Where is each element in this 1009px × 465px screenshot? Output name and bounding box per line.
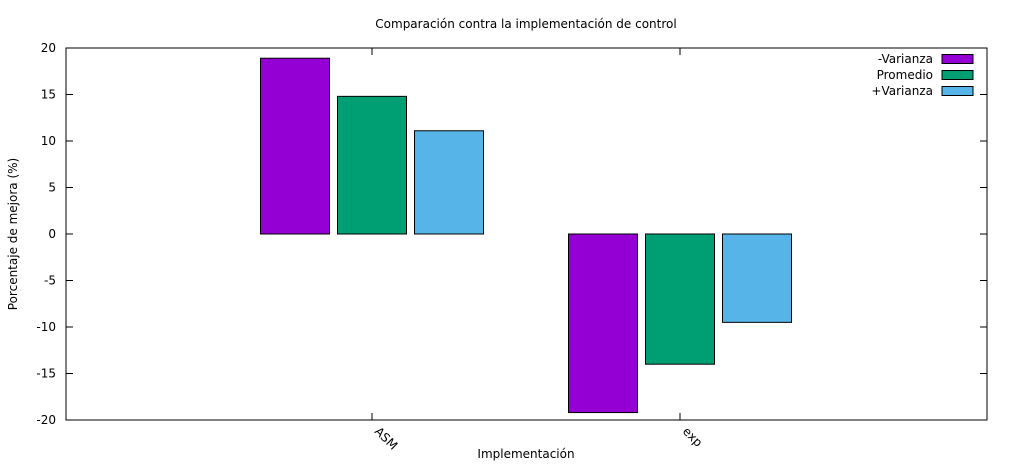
legend-label: +Varianza	[871, 84, 933, 98]
bar-asm-series-0	[260, 57, 330, 235]
x-tick-label: ASM	[372, 424, 400, 452]
y-tick-label: 0	[48, 227, 56, 241]
legend-label: -Varianza	[878, 52, 933, 66]
y-tick-label: -10	[36, 320, 56, 334]
bar-exp-series-2	[722, 233, 792, 323]
y-axis-ticks: -20 -15 -10 -5 0 5 10 15 20	[36, 41, 987, 427]
bar-asm-series-1	[337, 95, 407, 235]
y-tick-label: 20	[41, 41, 56, 55]
y-axis-label: Porcentaje de mejora (%)	[6, 158, 20, 310]
y-tick-label: -15	[36, 367, 56, 381]
bar-exp-series-1	[645, 233, 715, 365]
bar-asm-series-2	[414, 130, 484, 235]
y-tick-label: 5	[48, 181, 56, 195]
legend-swatch	[941, 54, 974, 64]
x-axis-label: Implementación	[477, 447, 574, 461]
y-tick-label: 15	[41, 88, 56, 102]
y-tick-label: -5	[44, 274, 56, 288]
legend-label: Promedio	[877, 68, 933, 82]
bars	[260, 57, 792, 414]
bar-exp-series-0	[568, 233, 638, 414]
legend: -Varianza Promedio +Varianza	[871, 52, 974, 98]
chart-title: Comparación contra la implementación de …	[375, 17, 676, 31]
y-tick-label: 10	[41, 134, 56, 148]
legend-swatch	[941, 70, 974, 80]
legend-swatch	[941, 86, 974, 96]
y-tick-label: -20	[36, 413, 56, 427]
plot-frame	[65, 47, 988, 421]
x-tick-label: exp	[680, 424, 705, 449]
